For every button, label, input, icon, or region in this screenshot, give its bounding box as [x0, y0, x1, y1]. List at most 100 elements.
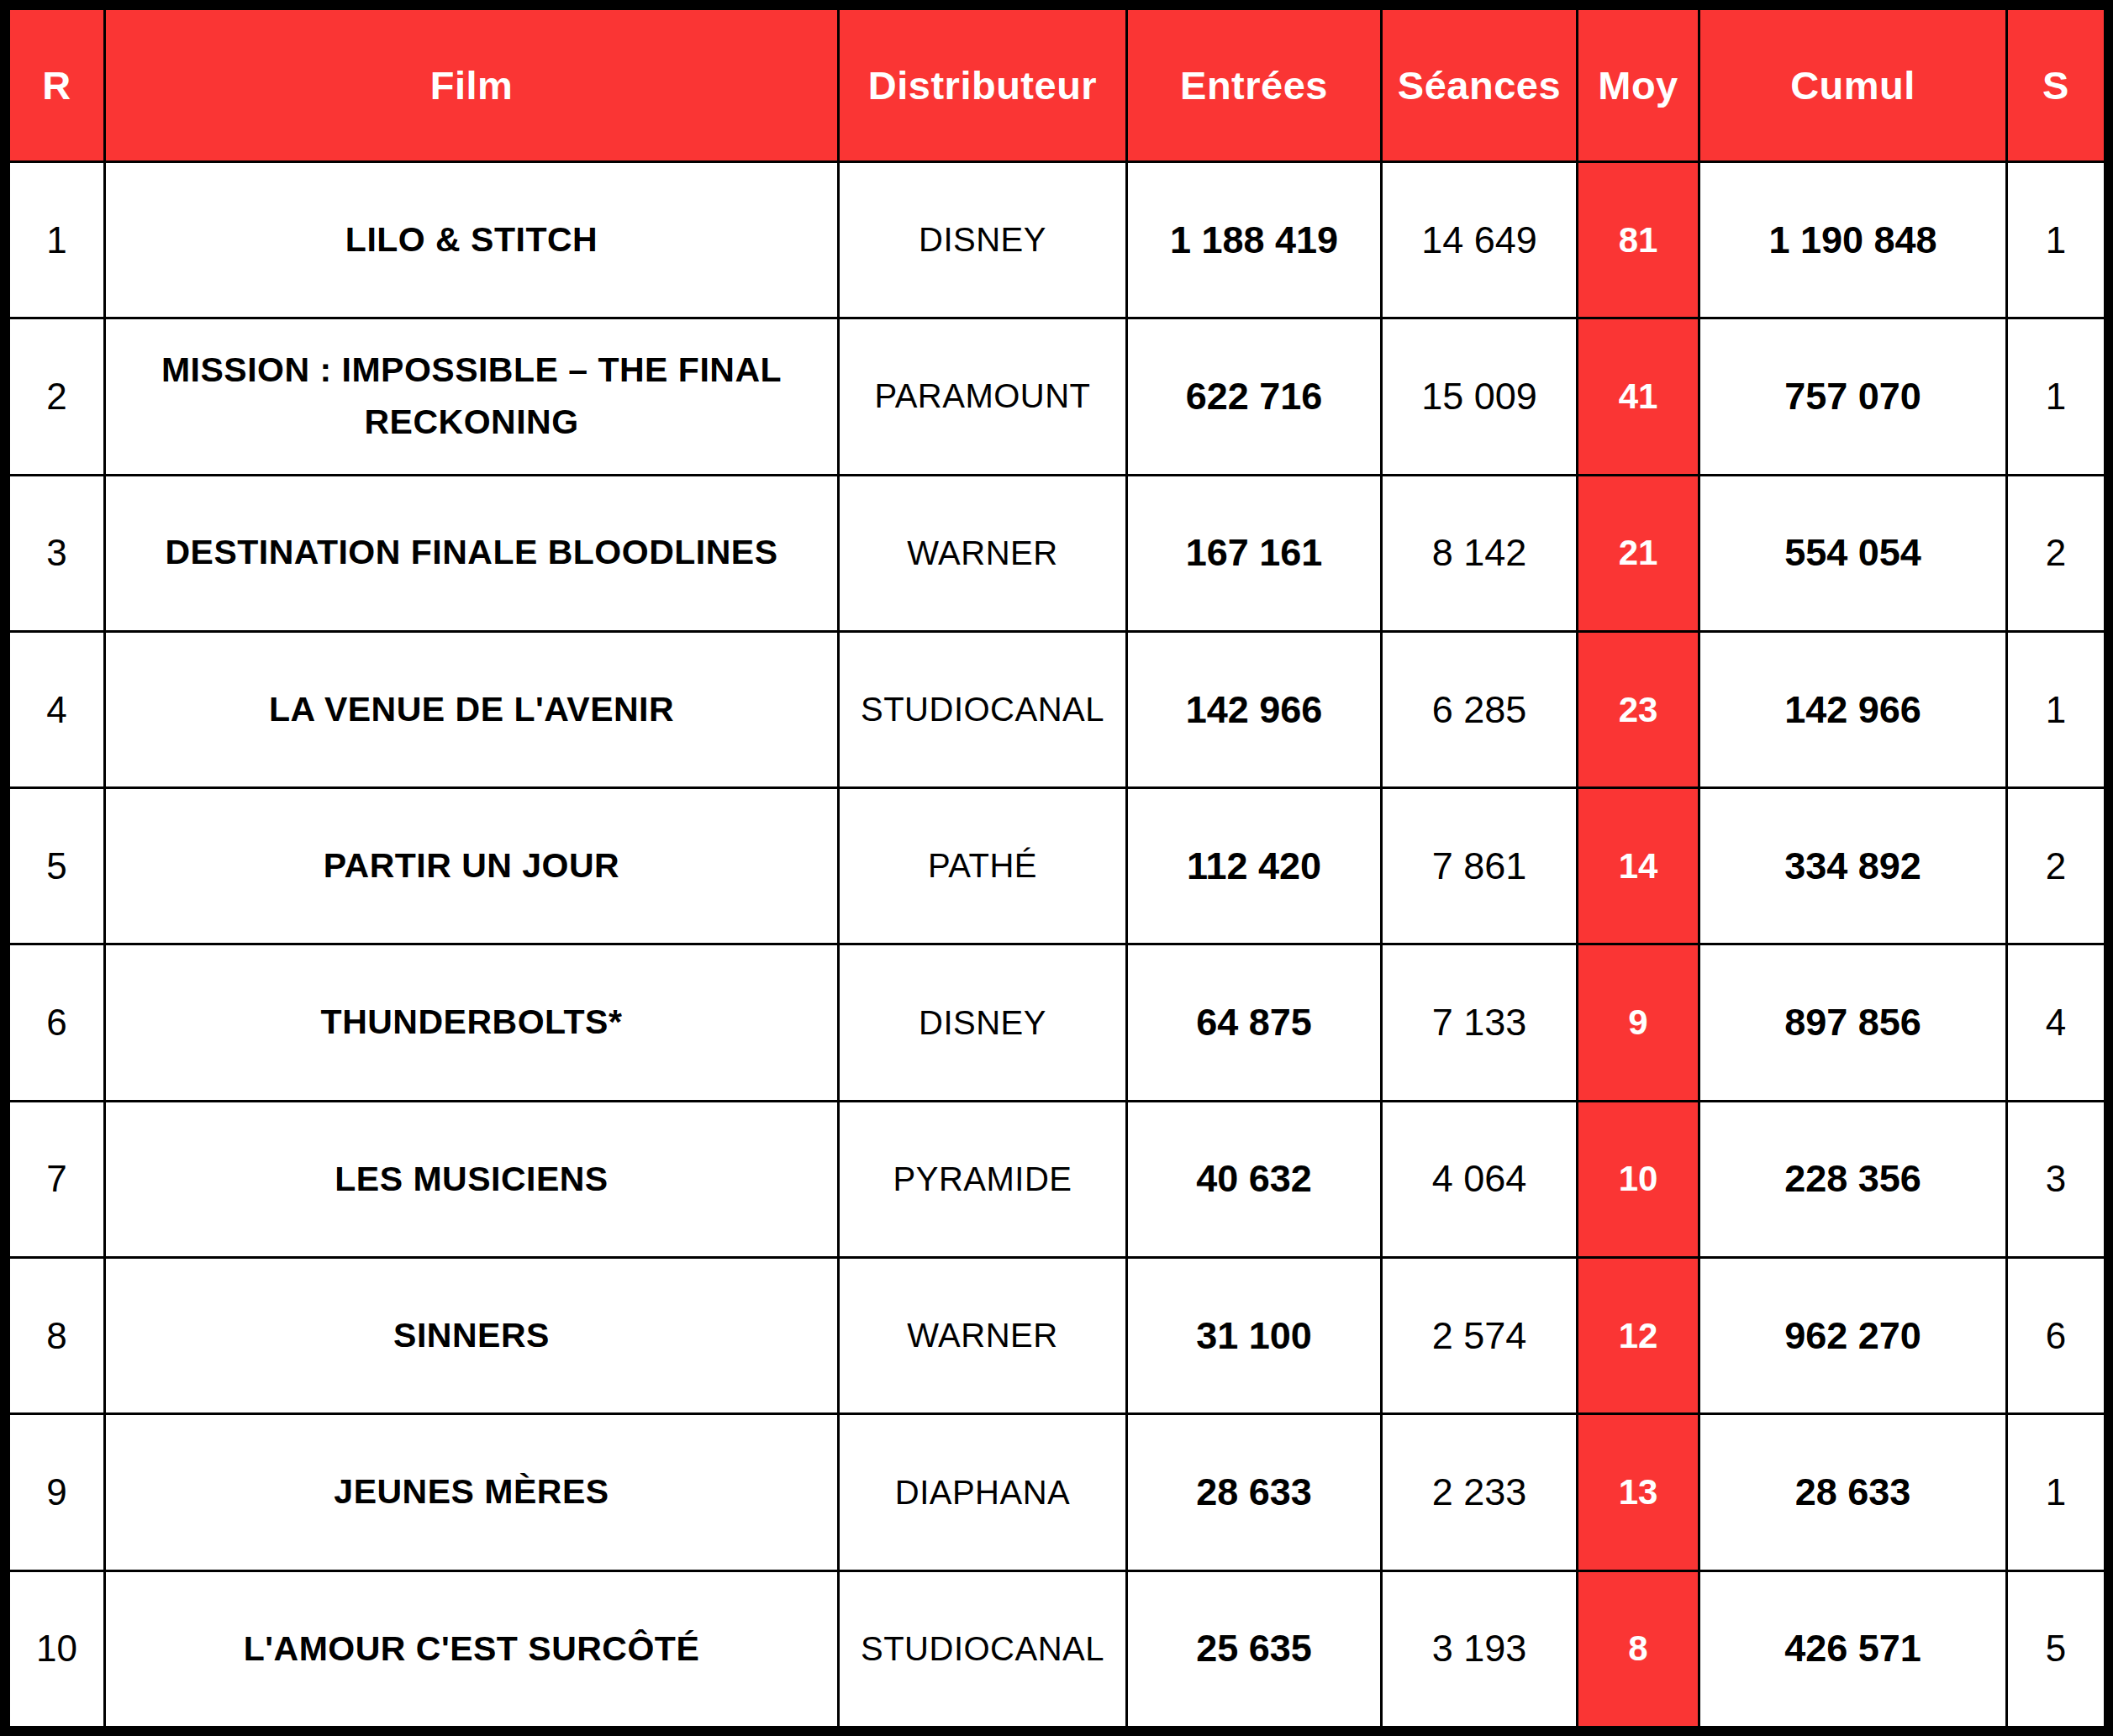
rank-cell: 7	[9, 1101, 105, 1257]
seances-cell: 15 009	[1382, 318, 1578, 475]
header-row: R Film Distributeur Entrées Séances Moy …	[9, 9, 2105, 162]
rank-cell: 3	[9, 475, 105, 631]
rank-cell: 4	[9, 631, 105, 787]
table-row: 9 JEUNES MÈRES DIAPHANA 28 633 2 233 13 …	[9, 1414, 2105, 1570]
rank-cell: 2	[9, 318, 105, 475]
cumul-cell: 228 356	[1699, 1101, 2007, 1257]
moy-cell: 23	[1578, 631, 1699, 787]
distributor-cell: STUDIOCANAL	[839, 631, 1127, 787]
seances-cell: 3 193	[1382, 1570, 1578, 1727]
cumul-cell: 426 571	[1699, 1570, 2007, 1727]
rank-cell: 9	[9, 1414, 105, 1570]
distributor-cell: WARNER	[839, 475, 1127, 631]
rank-cell: 1	[9, 162, 105, 318]
rank-cell: 8	[9, 1258, 105, 1414]
film-cell: LES MUSICIENS	[105, 1101, 839, 1257]
moy-cell: 10	[1578, 1101, 1699, 1257]
weeks-cell: 1	[2007, 318, 2105, 475]
box-office-table: R Film Distributeur Entrées Séances Moy …	[8, 8, 2106, 1728]
seances-cell: 14 649	[1382, 162, 1578, 318]
entries-cell: 40 632	[1127, 1101, 1382, 1257]
rank-cell: 5	[9, 788, 105, 944]
column-header-moy: Moy	[1578, 9, 1699, 162]
table-row: 3 DESTINATION FINALE BLOODLINES WARNER 1…	[9, 475, 2105, 631]
cumul-cell: 554 054	[1699, 475, 2007, 631]
cumul-cell: 757 070	[1699, 318, 2007, 475]
table-row: 5 PARTIR UN JOUR PATHÉ 112 420 7 861 14 …	[9, 788, 2105, 944]
cumul-cell: 1 190 848	[1699, 162, 2007, 318]
moy-cell: 13	[1578, 1414, 1699, 1570]
weeks-cell: 2	[2007, 788, 2105, 944]
weeks-cell: 6	[2007, 1258, 2105, 1414]
film-cell: LA VENUE DE L'AVENIR	[105, 631, 839, 787]
weeks-cell: 1	[2007, 162, 2105, 318]
moy-cell: 41	[1578, 318, 1699, 475]
seances-cell: 2 233	[1382, 1414, 1578, 1570]
distributor-cell: DIAPHANA	[839, 1414, 1127, 1570]
column-header-seances: Séances	[1382, 9, 1578, 162]
film-cell: JEUNES MÈRES	[105, 1414, 839, 1570]
seances-cell: 8 142	[1382, 475, 1578, 631]
rank-cell: 6	[9, 944, 105, 1101]
cumul-cell: 28 633	[1699, 1414, 2007, 1570]
distributor-cell: PYRAMIDE	[839, 1101, 1127, 1257]
table-row: 4 LA VENUE DE L'AVENIR STUDIOCANAL 142 9…	[9, 631, 2105, 787]
weeks-cell: 1	[2007, 1414, 2105, 1570]
rank-cell: 10	[9, 1570, 105, 1727]
moy-cell: 8	[1578, 1570, 1699, 1727]
seances-cell: 4 064	[1382, 1101, 1578, 1257]
weeks-cell: 1	[2007, 631, 2105, 787]
distributor-cell: DISNEY	[839, 944, 1127, 1101]
column-header-distributor: Distributeur	[839, 9, 1127, 162]
moy-cell: 81	[1578, 162, 1699, 318]
moy-cell: 12	[1578, 1258, 1699, 1414]
seances-cell: 6 285	[1382, 631, 1578, 787]
moy-cell: 9	[1578, 944, 1699, 1101]
table-row: 8 SINNERS WARNER 31 100 2 574 12 962 270…	[9, 1258, 2105, 1414]
table-row: 10 L'AMOUR C'EST SURCÔTÉ STUDIOCANAL 25 …	[9, 1570, 2105, 1727]
film-cell: DESTINATION FINALE BLOODLINES	[105, 475, 839, 631]
entries-cell: 28 633	[1127, 1414, 1382, 1570]
table-row: 1 LILO & STITCH DISNEY 1 188 419 14 649 …	[9, 162, 2105, 318]
distributor-cell: PARAMOUNT	[839, 318, 1127, 475]
moy-cell: 21	[1578, 475, 1699, 631]
weeks-cell: 5	[2007, 1570, 2105, 1727]
table-row: 7 LES MUSICIENS PYRAMIDE 40 632 4 064 10…	[9, 1101, 2105, 1257]
film-cell: PARTIR UN JOUR	[105, 788, 839, 944]
film-cell: L'AMOUR C'EST SURCÔTÉ	[105, 1570, 839, 1727]
cumul-cell: 142 966	[1699, 631, 2007, 787]
cumul-cell: 334 892	[1699, 788, 2007, 944]
weeks-cell: 4	[2007, 944, 2105, 1101]
weeks-cell: 3	[2007, 1101, 2105, 1257]
seances-cell: 7 861	[1382, 788, 1578, 944]
film-cell: SINNERS	[105, 1258, 839, 1414]
table-row: 2 MISSION : IMPOSSIBLE – THE FINAL RECKO…	[9, 318, 2105, 475]
moy-cell: 14	[1578, 788, 1699, 944]
column-header-weeks: S	[2007, 9, 2105, 162]
seances-cell: 2 574	[1382, 1258, 1578, 1414]
entries-cell: 622 716	[1127, 318, 1382, 475]
entries-cell: 31 100	[1127, 1258, 1382, 1414]
seances-cell: 7 133	[1382, 944, 1578, 1101]
column-header-film: Film	[105, 9, 839, 162]
column-header-cumul: Cumul	[1699, 9, 2007, 162]
entries-cell: 112 420	[1127, 788, 1382, 944]
entries-cell: 1 188 419	[1127, 162, 1382, 318]
column-header-rank: R	[9, 9, 105, 162]
column-header-entries: Entrées	[1127, 9, 1382, 162]
film-cell: LILO & STITCH	[105, 162, 839, 318]
distributor-cell: DISNEY	[839, 162, 1127, 318]
entries-cell: 167 161	[1127, 475, 1382, 631]
table-row: 6 THUNDERBOLTS* DISNEY 64 875 7 133 9 89…	[9, 944, 2105, 1101]
table-frame: R Film Distributeur Entrées Séances Moy …	[0, 0, 2113, 1736]
weeks-cell: 2	[2007, 475, 2105, 631]
cumul-cell: 962 270	[1699, 1258, 2007, 1414]
cumul-cell: 897 856	[1699, 944, 2007, 1101]
distributor-cell: STUDIOCANAL	[839, 1570, 1127, 1727]
film-cell: MISSION : IMPOSSIBLE – THE FINAL RECKONI…	[105, 318, 839, 475]
film-cell: THUNDERBOLTS*	[105, 944, 839, 1101]
distributor-cell: PATHÉ	[839, 788, 1127, 944]
entries-cell: 64 875	[1127, 944, 1382, 1101]
entries-cell: 25 635	[1127, 1570, 1382, 1727]
distributor-cell: WARNER	[839, 1258, 1127, 1414]
